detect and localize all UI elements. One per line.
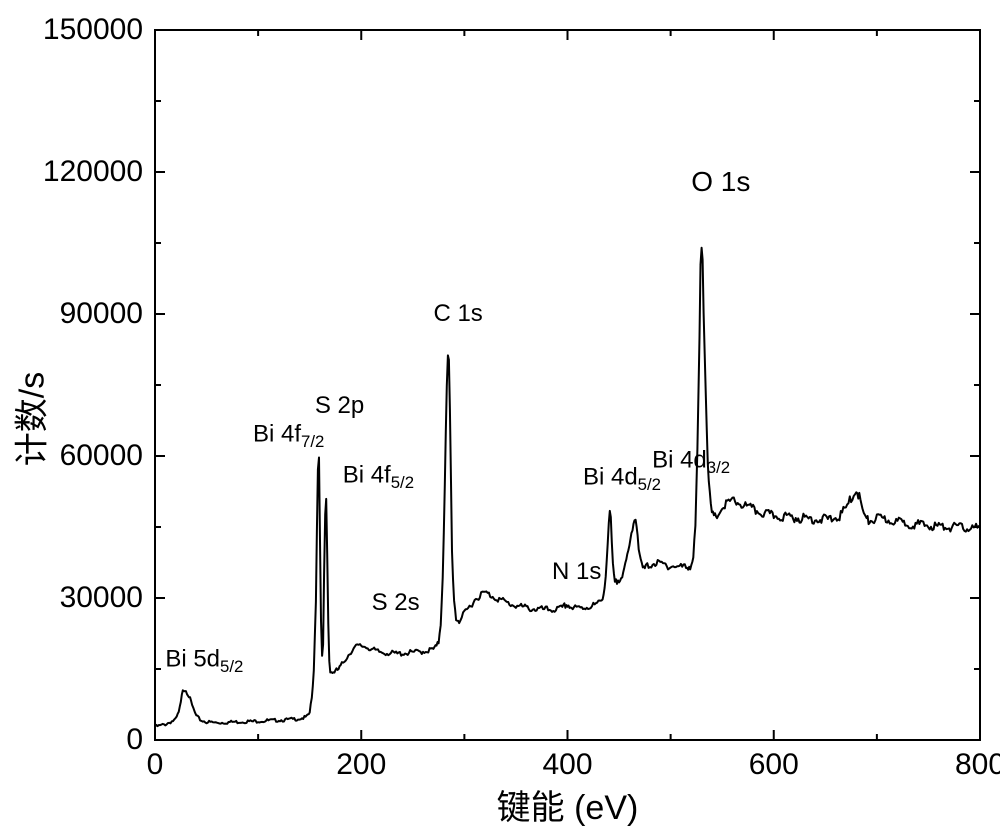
x-tick-label: 400 <box>542 748 592 782</box>
peak-label: C 1s <box>433 302 482 326</box>
peak-label: Bi 4d5/2 <box>583 465 661 494</box>
x-tick-label: 600 <box>749 748 799 782</box>
peak-label: S 2s <box>372 591 420 615</box>
x-tick-label: 200 <box>336 748 386 782</box>
y-axis-label: 计数/s <box>4 371 53 465</box>
peak-label: Bi 4f5/2 <box>343 463 414 492</box>
spectrum-line <box>155 248 980 727</box>
peak-label: N 1s <box>552 560 601 584</box>
peak-label: Bi 4f7/2 <box>253 423 324 452</box>
chart-svg <box>0 0 1000 837</box>
y-tick-label: 60000 <box>60 439 143 473</box>
y-tick-label: 150000 <box>43 13 143 47</box>
y-tick-label: 30000 <box>60 581 143 615</box>
peak-label: O 1s <box>691 168 750 196</box>
peak-label: Bi 5d5/2 <box>165 648 243 677</box>
peak-label: S 2p <box>315 394 364 418</box>
x-tick-label: 800 <box>955 748 1000 782</box>
peak-label: Bi 4d3/2 <box>652 449 730 478</box>
y-tick-label: 90000 <box>60 297 143 331</box>
x-axis-label: 键能 (eV) <box>497 780 639 829</box>
y-tick-label: 0 <box>126 723 143 757</box>
y-tick-label: 120000 <box>43 155 143 189</box>
xps-spectrum-chart: 计数/s 键能 (eV) 0 200 400 600 800 0 30000 60000 900… <box>0 0 1000 837</box>
x-tick-label: 0 <box>147 748 164 782</box>
